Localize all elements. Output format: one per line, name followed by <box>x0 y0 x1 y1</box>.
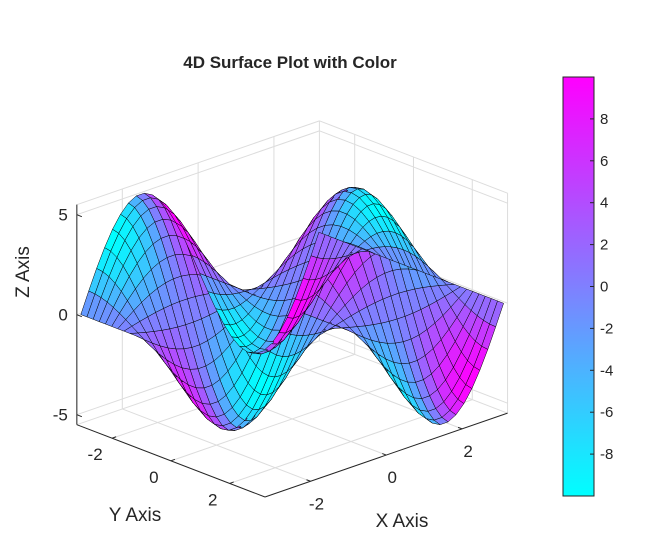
colorbar: 8 6 4 2 0 -2 -4 -6 -8 <box>562 76 613 497</box>
y-tick-mark <box>111 436 117 439</box>
colorbar-tick-label: -8 <box>600 446 613 463</box>
x-tick-label: 0 <box>388 468 397 487</box>
colorbar-tick-label: -4 <box>600 362 613 379</box>
z-gridline <box>319 130 508 204</box>
z-tick-mark <box>76 414 83 418</box>
y-axis-label: Y Axis <box>109 505 161 526</box>
pane-edge <box>319 120 508 194</box>
y-tick-label: 2 <box>208 490 217 509</box>
y-tick-label: 0 <box>149 468 158 487</box>
x-tick-label: 2 <box>463 442 472 461</box>
x-axis-label: X Axis <box>376 511 429 532</box>
x-tick-mark <box>457 426 463 430</box>
colorbar-tick-label: 2 <box>600 237 608 254</box>
axis-ticks: -2 0 2 -2 0 2 -5 0 5 <box>53 206 473 514</box>
colorbar-tick-label: -6 <box>600 404 613 421</box>
colorbar-tick-label: 0 <box>600 279 608 296</box>
colorbar-gradient <box>562 76 595 497</box>
x-tick-label: -2 <box>309 494 324 513</box>
z-tick-mark <box>76 214 83 218</box>
x-tick-mark <box>382 453 387 456</box>
colorbar-tick-label: 8 <box>600 111 608 128</box>
surface-plot <box>80 187 504 431</box>
colorbar-tick-label: -2 <box>600 320 613 337</box>
y-tick-label: -2 <box>88 445 103 464</box>
z-axis-label: Z Axis <box>13 246 34 298</box>
surface-patch <box>80 290 96 318</box>
pane-edge <box>76 120 320 206</box>
z-tick-mark <box>76 314 83 318</box>
y-tick-mark <box>229 481 234 484</box>
z-tick-label: 0 <box>58 306 67 325</box>
chart-title: 4D Surface Plot with Color <box>183 53 397 72</box>
y-tick-mark <box>170 458 176 462</box>
colorbar-tick-label: 6 <box>600 153 608 170</box>
y-gridline <box>170 376 414 462</box>
colorbar-tick-label: 4 <box>600 195 608 212</box>
z-tick-label: -5 <box>53 406 68 425</box>
z-gridline <box>76 130 320 216</box>
z-tick-label: 5 <box>58 206 67 225</box>
x-axis-line <box>264 412 508 498</box>
x-tick-mark <box>306 479 311 482</box>
